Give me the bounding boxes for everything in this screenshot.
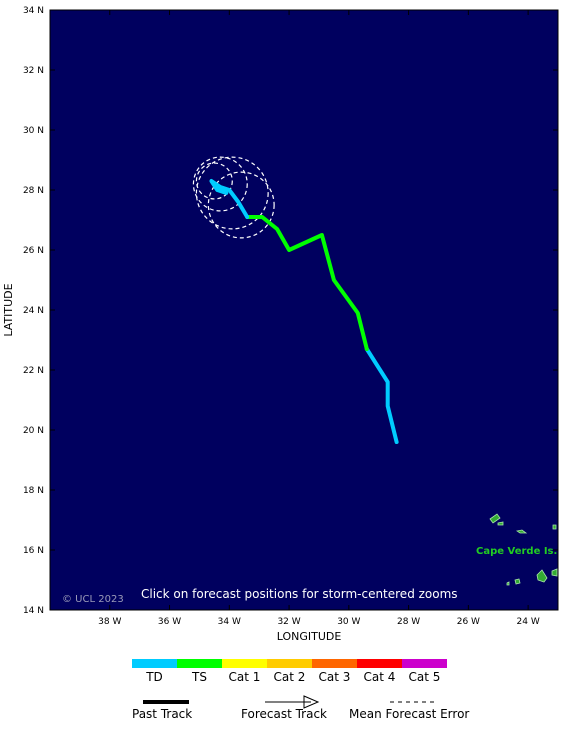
error-circle [195,156,269,230]
lat-tick-label: 24 N [23,306,44,316]
island-boa-vista [551,568,558,577]
legend-swatch [312,659,357,668]
lat-tick-label: 22 N [23,366,44,376]
lon-tick-label: 34 W [218,617,241,627]
error-circle [207,171,275,239]
legend-category-label: Cat 3 [319,670,351,684]
lat-tick-label: 18 N [23,486,44,496]
track-segment-ts[interactable] [245,215,369,351]
track-segment-td-early[interactable] [364,347,399,444]
lat-tick-label: 32 N [23,66,44,76]
ocean-background [50,10,558,610]
lon-tick-label: 30 W [337,617,360,627]
copyright-credit: © UCL 2023 [62,594,124,605]
lat-tick-label: 20 N [23,426,44,436]
y-axis-title: LATITUDE [2,283,15,336]
lat-tick-label: 16 N [23,546,44,556]
legend-category-label: Cat 1 [229,670,261,684]
island-fogo [514,578,521,585]
track-type-legend: Past Track Forecast Track Mean Forecast … [132,695,469,721]
storm-track[interactable] [209,179,399,444]
legend-category-label: Cat 5 [409,670,441,684]
island-santiago [536,569,548,583]
mean-error-label: Mean Forecast Error [349,707,469,721]
lon-tick-label: 38 W [98,617,121,627]
past-track-label: Past Track [132,707,192,721]
forecast-error-circles [192,156,275,239]
lat-tick-label: 14 N [23,606,44,616]
axis-ticks: 34 N 32 N 30 N 28 N 26 N 24 N 22 N 20 N 18 N 16 N… [23,6,558,627]
cape-verde-islands [489,513,558,586]
lat-tick-label: 26 N [23,246,44,256]
island-santo-antao [489,513,501,524]
lon-tick-label: 26 W [457,617,480,627]
legend-swatch [357,659,402,668]
x-axis-title: LONGITUDE [277,630,342,643]
track-segment-td-late[interactable] [209,179,250,219]
lon-tick-label: 28 W [397,617,420,627]
error-circle [195,162,233,200]
legend-category-label: TS [191,670,207,684]
legend-swatch [132,659,177,668]
lat-tick-label: 30 N [23,126,44,136]
intensity-legend: TD TS Cat 1 Cat 2 Cat 3 Cat 4 Cat 5 [132,659,447,684]
legend-category-label: Cat 4 [364,670,396,684]
legend-category-label: TD [145,670,163,684]
island-sao-vicente [497,521,504,526]
lon-tick-label: 24 W [517,617,540,627]
storm-zoom-hint[interactable]: Click on forecast positions for storm-ce… [141,587,458,601]
legend-swatch [402,659,447,668]
legend-swatch [177,659,222,668]
legend-swatch [267,659,312,668]
island-label: Cape Verde Is. [476,546,557,557]
island-brava [506,581,510,586]
lat-tick-label: 34 N [23,6,44,16]
forecast-arrow-head [303,695,320,709]
island-sal [552,524,557,530]
legend-swatch [222,659,267,668]
lon-tick-label: 32 W [277,617,300,627]
forecast-track-label: Forecast Track [241,707,327,721]
lat-tick-label: 28 N [23,186,44,196]
lon-tick-label: 36 W [158,617,181,627]
island-sao-nicolau [515,529,528,534]
legend-category-label: Cat 2 [274,670,306,684]
error-circle [192,156,248,212]
